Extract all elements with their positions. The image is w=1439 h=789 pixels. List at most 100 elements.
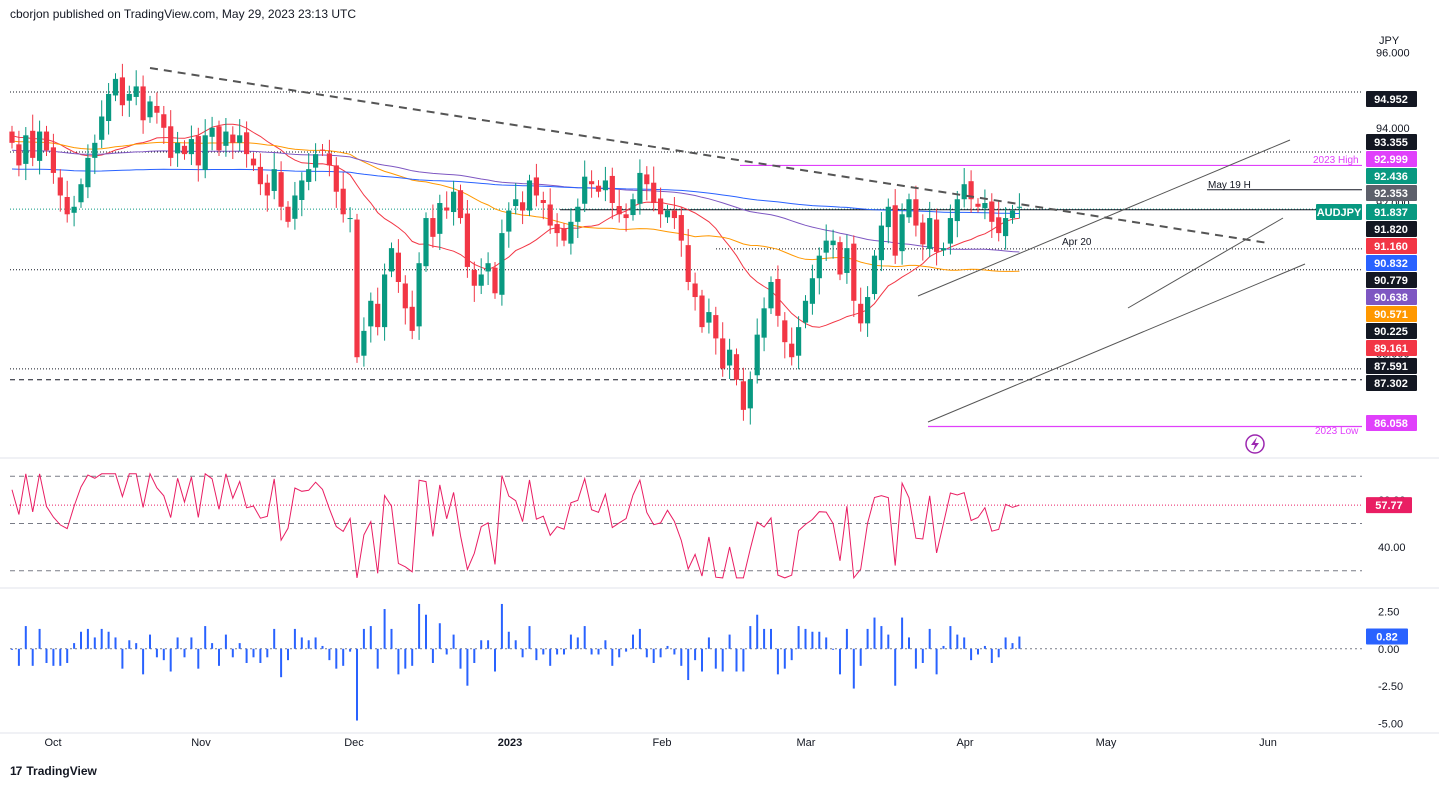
candle-body [464,213,470,267]
candle-body [347,218,353,220]
candle-body [789,343,795,358]
momentum-bar [11,648,13,650]
rsi-axis-tick: 40.00 [1378,542,1406,554]
candle-body [395,252,401,282]
candle-body [526,180,533,211]
momentum-bar [162,648,165,661]
rsi-value-tag [1366,497,1412,514]
candle-body [782,320,788,343]
price-tag-text: 87.302 [1374,378,1408,390]
momentum-bar [852,648,855,689]
momentum-bar [487,640,490,649]
candle-body [326,153,332,166]
momentum-bar [728,634,731,649]
candle-body [809,278,815,304]
momentum-bar [839,648,841,675]
candle-body [492,267,498,294]
time-axis-tick: 2023 [498,737,522,749]
alert-lightning-icon[interactable] [1245,434,1265,454]
price-axis-tick: 94.000 [1376,123,1410,135]
momentum-bar [480,640,483,649]
momentum-bar [287,648,289,661]
candle-body [361,330,367,356]
inner-channel-line [1127,217,1284,309]
momentum-bar [590,648,593,655]
momentum-bar [266,648,269,658]
momentum-bar [563,648,565,655]
candle-body [733,354,740,380]
chart-annotation: 2023 Low [1315,426,1359,437]
trendlines [149,67,1306,423]
momentum-bar [128,640,131,649]
momentum-bar [818,631,821,649]
time-axis-tick: May [1096,737,1117,749]
price-tag [1366,340,1417,356]
price-tag-text: 89.161 [1374,343,1408,355]
candle-body [416,263,422,327]
momentum-bar [666,645,669,649]
chart-annotation: Apr 20 [1062,237,1092,248]
candle-body [589,181,595,185]
candle-body [947,218,953,244]
candle-body [720,338,726,369]
price-tag-text: 91.160 [1374,241,1408,253]
momentum-bar [100,628,103,649]
momentum-bar [873,617,876,649]
candle-body [506,210,512,232]
momentum-bar [24,626,27,649]
candle-body [382,274,388,328]
price-tag [1366,272,1417,288]
momentum-bar [811,631,814,649]
candle-body [927,218,933,249]
momentum-bar [701,648,703,672]
momentum-pane [10,603,1362,721]
candle-body [250,158,257,166]
momentum-bar [756,614,759,649]
momentum-bar [970,648,973,661]
footer-brand: 17 TradingView [10,764,97,778]
momentum-bar [425,614,427,649]
price-tag-text: 91.837 [1374,207,1408,219]
candle-body [989,201,995,222]
momentum-value-text: 0.82 [1376,632,1397,644]
price-tag-text: 87.591 [1374,361,1408,373]
momentum-bar [17,648,20,666]
candle-body [699,295,705,328]
candle-body [451,191,457,213]
momentum-bar [494,648,496,672]
momentum-bar [776,648,779,675]
candle-body [64,196,70,215]
momentum-bar [418,603,421,649]
currency-label: JPY [1379,35,1400,47]
candle-body [830,240,836,246]
time-axis-tick: Mar [797,737,816,749]
publisher-header: cborjon published on TradingView.com, Ma… [10,7,356,21]
candle-body [244,132,250,155]
momentum-bar [273,628,276,649]
candle-body [9,131,15,143]
candle-body [43,131,50,151]
momentum-bar [535,648,538,661]
momentum-bar [687,648,690,681]
momentum-bar [859,648,862,666]
candle-body [209,127,215,137]
candle-body [851,243,857,301]
annotations: 2023 High May 19 H Apr 20 2023 Low [1062,155,1359,437]
candle-body [168,126,174,158]
momentum-bar [1011,643,1014,649]
candle-body [768,281,774,309]
momentum-bar [845,628,848,649]
momentum-bar [155,648,158,658]
candle-body [796,327,802,356]
candle-body [306,169,312,182]
chart-annotation: 2023 High [1313,155,1359,166]
moving-averages [11,123,1020,328]
momentum-bar [142,648,145,675]
candle-body [1003,218,1009,237]
candle-body [264,182,270,196]
candle-body [678,215,684,241]
momentum-bar [990,648,993,663]
momentum-bar [914,648,917,669]
price-tag-text: 90.779 [1374,275,1408,287]
